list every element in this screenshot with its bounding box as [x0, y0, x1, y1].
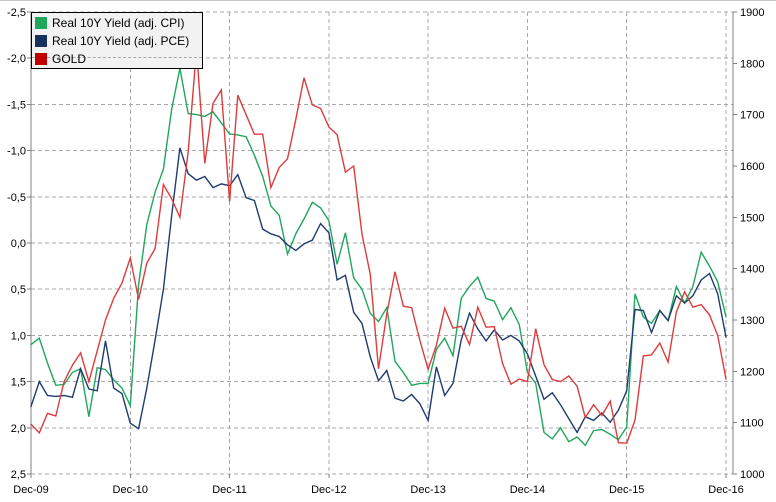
gridline-through-legend	[32, 57, 202, 58]
legend-swatch-pce	[35, 34, 47, 47]
legend-swatch-gold	[35, 52, 47, 65]
legend-item-cpi: Real 10Y Yield (adj. CPI)	[35, 14, 202, 31]
series-line-gold	[30, 49, 727, 444]
x-axis-tick-label: Dec-09	[13, 484, 48, 496]
right-axis-tick-label: 1600	[740, 161, 764, 173]
left-axis-tick-label: -1,5	[7, 99, 26, 111]
x-axis-tick-label: Dec-12	[311, 484, 346, 496]
right-axis-tick-label: 1900	[740, 7, 764, 19]
right-axis-tick-label: 1100	[740, 418, 764, 430]
x-axis-tick-label: Dec-13	[410, 484, 445, 496]
legend-label-pce: Real 10Y Yield (adj. PCE)	[52, 33, 190, 48]
legend: Real 10Y Yield (adj. CPI) Real 10Y Yield…	[31, 12, 203, 69]
right-axis-tick-label: 1300	[740, 315, 764, 327]
legend-swatch-cpi	[35, 16, 47, 29]
x-axis-tick-label: Dec-11	[212, 484, 247, 496]
right-axis-tick-label: 1800	[740, 58, 764, 70]
left-axis-tick-label: 0,5	[11, 284, 26, 296]
left-axis-tick-label: 1,0	[11, 330, 26, 342]
right-axis-tick-label: 1400	[740, 264, 764, 276]
left-axis-tick-label: -2,0	[7, 53, 26, 65]
left-axis-tick-label: -1,0	[7, 146, 26, 158]
series-line-cpi	[30, 68, 727, 447]
right-axis-tick-label: 1700	[740, 110, 764, 122]
series-line-pce	[30, 147, 727, 434]
legend-label-gold: GOLD	[52, 51, 87, 66]
right-axis-tick-label: 1500	[740, 212, 764, 224]
left-axis-tick-label: -0,5	[7, 192, 26, 204]
left-axis-tick-label: -2,5	[7, 7, 26, 19]
legend-item-gold: GOLD	[35, 50, 202, 67]
left-axis-tick-label: 1,5	[11, 377, 26, 389]
left-axis-tick-label: 2,0	[11, 423, 26, 435]
right-axis-tick-label: 1000	[740, 469, 764, 481]
left-axis-tick-label: 2,5	[11, 469, 26, 481]
left-axis-tick-label: 0,0	[11, 238, 26, 250]
x-axis-tick-label: Dec-14	[510, 484, 545, 496]
legend-item-pce: Real 10Y Yield (adj. PCE)	[35, 32, 202, 49]
right-axis-tick-label: 1200	[740, 366, 764, 378]
legend-label-cpi: Real 10Y Yield (adj. CPI)	[52, 15, 185, 30]
x-axis-tick-label: Dec-10	[113, 484, 148, 496]
x-axis-tick-label: Dec-16	[708, 484, 743, 496]
x-axis-tick-label: Dec-15	[609, 484, 644, 496]
